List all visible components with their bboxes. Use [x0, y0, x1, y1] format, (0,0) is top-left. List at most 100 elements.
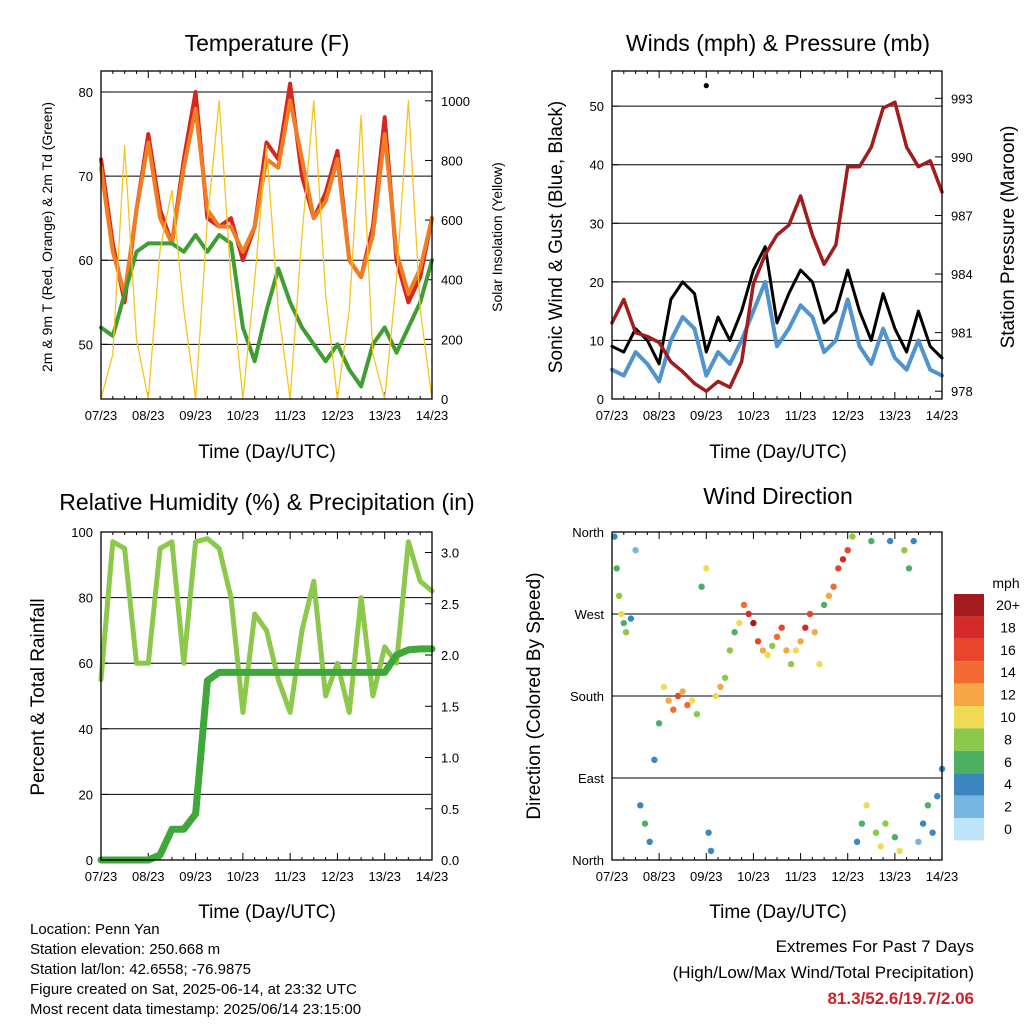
series-9m-t [99, 98, 434, 296]
y-tick-label: 40 [79, 722, 93, 737]
y2-tick-label: 990 [951, 150, 973, 165]
x-tick-label: 09/23 [179, 408, 212, 423]
direction-point [882, 820, 889, 827]
colorbar-title: mph [992, 575, 1019, 591]
y2-tick-label: 984 [951, 267, 973, 282]
direction-point [802, 624, 809, 631]
direction-point [839, 556, 847, 563]
gust-max-point [703, 83, 709, 89]
winds-ylabel-right: Station Pressure (Maroon) [998, 126, 1019, 349]
direction-point [632, 547, 639, 554]
humidity-panel: Relative Humidity (%) & Precipitation (i… [28, 489, 475, 923]
colorbar-swatch [954, 661, 984, 684]
y2-tick-label: 0.5 [441, 802, 459, 817]
x-tick-label: 07/23 [596, 408, 629, 423]
direction-point [731, 629, 738, 636]
x-tick-label: 11/23 [785, 869, 817, 884]
y-tick-label: 100 [71, 525, 93, 540]
winds-panel: Winds (mph) & Pressure (mb) Sonic Wind &… [546, 30, 1019, 463]
y2-tick-label: 800 [441, 153, 463, 168]
y-tick-label: 80 [79, 85, 93, 100]
meta-location: Location: Penn Yan [30, 921, 160, 938]
x-tick-label: 12/23 [321, 408, 354, 423]
y2-tick-label: 993 [951, 91, 973, 106]
direction-point [835, 565, 842, 572]
colorbar-label: 0 [1004, 821, 1012, 837]
winds-ylabel-left: Sonic Wind & Gust (Blue, Black) [546, 101, 567, 373]
colorbar-label: 18 [1000, 619, 1016, 635]
y-tick-label: 60 [79, 253, 93, 268]
direction-point [736, 619, 743, 627]
direction-point [637, 802, 644, 809]
x-tick-label: 13/23 [879, 408, 912, 423]
meta-elevation: Station elevation: 250.668 m [30, 941, 221, 958]
colorbar-swatch [954, 594, 984, 617]
series-station-pressure [610, 100, 944, 393]
x-tick-label: 08/23 [643, 869, 676, 884]
direction-point [611, 533, 618, 540]
direction-title: Wind Direction [703, 483, 853, 509]
colorbar-swatch [954, 818, 984, 841]
y2-tick-label: 978 [951, 384, 973, 399]
speed-colorbar: mph 20+ 18 16 14 12 10 8 6 4 2 0 [954, 575, 1020, 841]
x-tick-label: 14/23 [926, 869, 959, 884]
humidity-title: Relative Humidity (%) & Precipitation (i… [59, 489, 474, 515]
x-tick-label: 12/23 [831, 869, 864, 884]
x-tick-label: 13/23 [368, 408, 401, 423]
y2-tick-label: 0 [441, 392, 448, 407]
y2-tick-label: 600 [441, 213, 463, 228]
x-tick-label: 12/23 [321, 869, 354, 884]
y-tick-label: 10 [590, 333, 604, 348]
direction-point [787, 660, 795, 668]
direction-point [820, 601, 828, 609]
colorbar-swatch [954, 728, 984, 751]
x-tick-label: 09/23 [179, 869, 212, 884]
x-tick-label: 13/23 [368, 869, 401, 884]
direction-point [754, 638, 762, 645]
direction-point [712, 692, 719, 700]
colorbar-swatch [954, 616, 984, 639]
extremes-line2: (High/Low/Max Wind/Total Precipitation) [672, 963, 974, 982]
direction-panel: Wind Direction Direction (Colored By Spe… [524, 483, 958, 923]
temperature-ylabel-right: Solar Insolation (Yellow) [489, 162, 505, 312]
x-tick-label: 08/23 [132, 869, 165, 884]
y-tick-label: East [578, 771, 604, 786]
colorbar-swatch [954, 750, 984, 774]
plot-border [100, 70, 433, 400]
x-tick-label: 11/23 [274, 869, 306, 884]
plot-border [611, 531, 943, 861]
colorbar-swatch [954, 773, 984, 796]
direction-point [615, 592, 623, 599]
direction-point [773, 633, 781, 640]
direction-point [618, 610, 625, 618]
direction-point [726, 647, 734, 654]
temperature-panel: Temperature (F) 2m & 9m T (Red, Orange) … [39, 30, 505, 463]
y-tick-label: 50 [590, 99, 604, 114]
direction-point [665, 697, 672, 704]
direction-point [660, 683, 668, 691]
direction-point [825, 592, 833, 599]
direction-point [896, 847, 903, 855]
direction-point [872, 829, 880, 836]
direction-point [783, 647, 790, 654]
colorbar-label: 8 [1004, 731, 1012, 747]
series-sonic-wind [610, 279, 944, 384]
direction-point [891, 834, 899, 841]
humidity-ylabel-left: Percent & Total Rainfall [28, 598, 49, 795]
x-tick-label: 13/23 [879, 869, 912, 884]
series-solar-insolation [100, 100, 433, 400]
direction-point [698, 583, 705, 590]
extremes-values: 81.3/52.6/19.7/2.06 [827, 989, 974, 1008]
direction-point [853, 838, 861, 845]
direction-point [703, 565, 710, 572]
y-tick-label: 20 [590, 275, 604, 290]
direction-point [844, 547, 851, 554]
direction-point [651, 756, 658, 763]
y-tick-label: 40 [590, 158, 604, 173]
x-tick-label: 09/23 [690, 408, 723, 423]
x-tick-label: 10/23 [737, 408, 770, 423]
direction-point [721, 674, 729, 681]
y2-tick-label: 2.0 [441, 648, 459, 663]
direction-point [915, 838, 922, 845]
